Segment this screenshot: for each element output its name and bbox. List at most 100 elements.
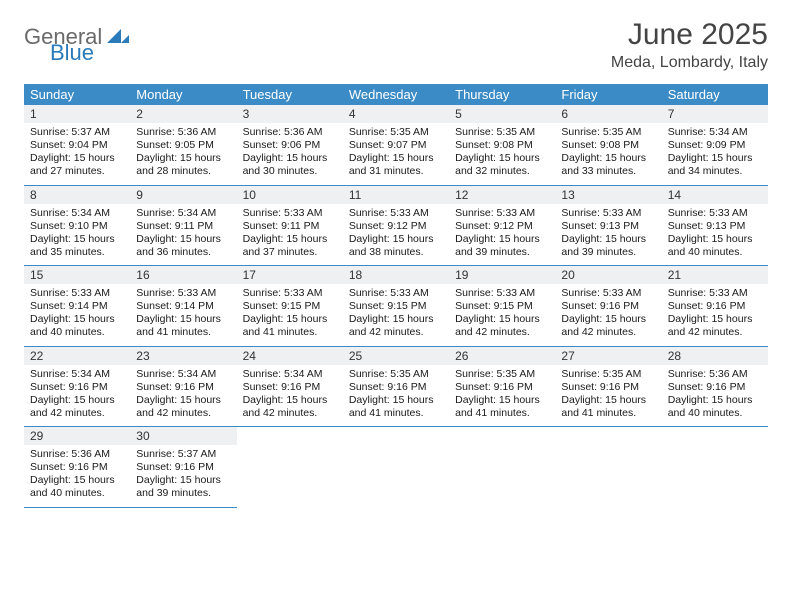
day-details: Sunrise: 5:36 AMSunset: 9:05 PMDaylight:… — [130, 123, 236, 185]
day-details: Sunrise: 5:33 AMSunset: 9:16 PMDaylight:… — [555, 284, 661, 346]
calendar-table: SundayMondayTuesdayWednesdayThursdayFrid… — [24, 84, 768, 508]
day-number: 5 — [449, 105, 555, 123]
day-details: Sunrise: 5:34 AMSunset: 9:16 PMDaylight:… — [130, 365, 236, 427]
day-number: 23 — [130, 347, 236, 365]
calendar-cell: 1Sunrise: 5:37 AMSunset: 9:04 PMDaylight… — [24, 105, 130, 185]
day-details: Sunrise: 5:34 AMSunset: 9:16 PMDaylight:… — [24, 365, 130, 427]
calendar-cell — [343, 427, 449, 508]
calendar-cell: 16Sunrise: 5:33 AMSunset: 9:14 PMDayligh… — [130, 266, 236, 347]
day-number: 2 — [130, 105, 236, 123]
calendar-cell: 11Sunrise: 5:33 AMSunset: 9:12 PMDayligh… — [343, 185, 449, 266]
day-number: 21 — [662, 266, 768, 284]
calendar-cell: 25Sunrise: 5:35 AMSunset: 9:16 PMDayligh… — [343, 346, 449, 427]
day-details: Sunrise: 5:36 AMSunset: 9:06 PMDaylight:… — [237, 123, 343, 185]
day-details: Sunrise: 5:33 AMSunset: 9:14 PMDaylight:… — [130, 284, 236, 346]
logo: General Blue — [24, 24, 129, 50]
day-details: Sunrise: 5:35 AMSunset: 9:08 PMDaylight:… — [555, 123, 661, 185]
calendar-cell: 28Sunrise: 5:36 AMSunset: 9:16 PMDayligh… — [662, 346, 768, 427]
day-details: Sunrise: 5:33 AMSunset: 9:11 PMDaylight:… — [237, 204, 343, 266]
day-number: 11 — [343, 186, 449, 204]
calendar-cell: 8Sunrise: 5:34 AMSunset: 9:10 PMDaylight… — [24, 185, 130, 266]
calendar-cell: 19Sunrise: 5:33 AMSunset: 9:15 PMDayligh… — [449, 266, 555, 347]
calendar-cell — [237, 427, 343, 508]
day-details: Sunrise: 5:35 AMSunset: 9:07 PMDaylight:… — [343, 123, 449, 185]
calendar-cell: 9Sunrise: 5:34 AMSunset: 9:11 PMDaylight… — [130, 185, 236, 266]
day-number: 1 — [24, 105, 130, 123]
calendar-cell: 22Sunrise: 5:34 AMSunset: 9:16 PMDayligh… — [24, 346, 130, 427]
month-title: June 2025 — [611, 18, 768, 52]
calendar-cell: 29Sunrise: 5:36 AMSunset: 9:16 PMDayligh… — [24, 427, 130, 508]
calendar-body: 1Sunrise: 5:37 AMSunset: 9:04 PMDaylight… — [24, 105, 768, 507]
day-details: Sunrise: 5:35 AMSunset: 9:08 PMDaylight:… — [449, 123, 555, 185]
day-details: Sunrise: 5:35 AMSunset: 9:16 PMDaylight:… — [449, 365, 555, 427]
day-number: 25 — [343, 347, 449, 365]
logo-triangle-icon — [107, 27, 129, 48]
calendar-cell: 14Sunrise: 5:33 AMSunset: 9:13 PMDayligh… — [662, 185, 768, 266]
day-details: Sunrise: 5:33 AMSunset: 9:15 PMDaylight:… — [237, 284, 343, 346]
day-number: 27 — [555, 347, 661, 365]
day-number: 29 — [24, 427, 130, 445]
day-number: 24 — [237, 347, 343, 365]
calendar-cell: 13Sunrise: 5:33 AMSunset: 9:13 PMDayligh… — [555, 185, 661, 266]
day-number: 4 — [343, 105, 449, 123]
calendar-cell: 7Sunrise: 5:34 AMSunset: 9:09 PMDaylight… — [662, 105, 768, 185]
day-details: Sunrise: 5:37 AMSunset: 9:16 PMDaylight:… — [130, 445, 236, 507]
calendar-cell: 24Sunrise: 5:34 AMSunset: 9:16 PMDayligh… — [237, 346, 343, 427]
calendar-cell: 3Sunrise: 5:36 AMSunset: 9:06 PMDaylight… — [237, 105, 343, 185]
day-number: 20 — [555, 266, 661, 284]
day-number: 17 — [237, 266, 343, 284]
day-number: 16 — [130, 266, 236, 284]
day-details: Sunrise: 5:34 AMSunset: 9:09 PMDaylight:… — [662, 123, 768, 185]
calendar-cell: 27Sunrise: 5:35 AMSunset: 9:16 PMDayligh… — [555, 346, 661, 427]
day-number: 6 — [555, 105, 661, 123]
calendar-cell — [449, 427, 555, 508]
weekday-header: Tuesday — [237, 84, 343, 105]
day-details: Sunrise: 5:33 AMSunset: 9:16 PMDaylight:… — [662, 284, 768, 346]
day-details: Sunrise: 5:33 AMSunset: 9:12 PMDaylight:… — [343, 204, 449, 266]
weekday-header: Thursday — [449, 84, 555, 105]
weekday-header: Friday — [555, 84, 661, 105]
logo-text-blue: Blue — [50, 40, 94, 66]
day-number: 12 — [449, 186, 555, 204]
day-details: Sunrise: 5:34 AMSunset: 9:10 PMDaylight:… — [24, 204, 130, 266]
day-details: Sunrise: 5:35 AMSunset: 9:16 PMDaylight:… — [343, 365, 449, 427]
day-details: Sunrise: 5:33 AMSunset: 9:13 PMDaylight:… — [555, 204, 661, 266]
calendar-cell: 4Sunrise: 5:35 AMSunset: 9:07 PMDaylight… — [343, 105, 449, 185]
calendar-cell: 10Sunrise: 5:33 AMSunset: 9:11 PMDayligh… — [237, 185, 343, 266]
day-details: Sunrise: 5:37 AMSunset: 9:04 PMDaylight:… — [24, 123, 130, 185]
calendar-cell: 21Sunrise: 5:33 AMSunset: 9:16 PMDayligh… — [662, 266, 768, 347]
calendar-header-row: SundayMondayTuesdayWednesdayThursdayFrid… — [24, 84, 768, 105]
day-number: 14 — [662, 186, 768, 204]
weekday-header: Saturday — [662, 84, 768, 105]
day-details: Sunrise: 5:33 AMSunset: 9:15 PMDaylight:… — [449, 284, 555, 346]
calendar-cell: 12Sunrise: 5:33 AMSunset: 9:12 PMDayligh… — [449, 185, 555, 266]
calendar-cell: 23Sunrise: 5:34 AMSunset: 9:16 PMDayligh… — [130, 346, 236, 427]
weekday-header: Sunday — [24, 84, 130, 105]
day-number: 22 — [24, 347, 130, 365]
header: General Blue June 2025 Meda, Lombardy, I… — [24, 18, 768, 72]
day-details: Sunrise: 5:33 AMSunset: 9:12 PMDaylight:… — [449, 204, 555, 266]
weekday-header: Wednesday — [343, 84, 449, 105]
day-number: 26 — [449, 347, 555, 365]
day-number: 19 — [449, 266, 555, 284]
calendar-cell: 30Sunrise: 5:37 AMSunset: 9:16 PMDayligh… — [130, 427, 236, 508]
day-number: 3 — [237, 105, 343, 123]
calendar-cell: 5Sunrise: 5:35 AMSunset: 9:08 PMDaylight… — [449, 105, 555, 185]
day-details: Sunrise: 5:33 AMSunset: 9:15 PMDaylight:… — [343, 284, 449, 346]
calendar-cell: 18Sunrise: 5:33 AMSunset: 9:15 PMDayligh… — [343, 266, 449, 347]
day-number: 28 — [662, 347, 768, 365]
day-details: Sunrise: 5:33 AMSunset: 9:14 PMDaylight:… — [24, 284, 130, 346]
weekday-header: Monday — [130, 84, 236, 105]
day-number: 9 — [130, 186, 236, 204]
calendar-cell: 2Sunrise: 5:36 AMSunset: 9:05 PMDaylight… — [130, 105, 236, 185]
day-details: Sunrise: 5:36 AMSunset: 9:16 PMDaylight:… — [662, 365, 768, 427]
day-details: Sunrise: 5:36 AMSunset: 9:16 PMDaylight:… — [24, 445, 130, 507]
title-block: June 2025 Meda, Lombardy, Italy — [611, 18, 768, 72]
day-details: Sunrise: 5:34 AMSunset: 9:16 PMDaylight:… — [237, 365, 343, 427]
calendar-cell — [555, 427, 661, 508]
day-number: 8 — [24, 186, 130, 204]
calendar-cell: 20Sunrise: 5:33 AMSunset: 9:16 PMDayligh… — [555, 266, 661, 347]
calendar-cell: 17Sunrise: 5:33 AMSunset: 9:15 PMDayligh… — [237, 266, 343, 347]
day-number: 10 — [237, 186, 343, 204]
calendar-cell: 15Sunrise: 5:33 AMSunset: 9:14 PMDayligh… — [24, 266, 130, 347]
